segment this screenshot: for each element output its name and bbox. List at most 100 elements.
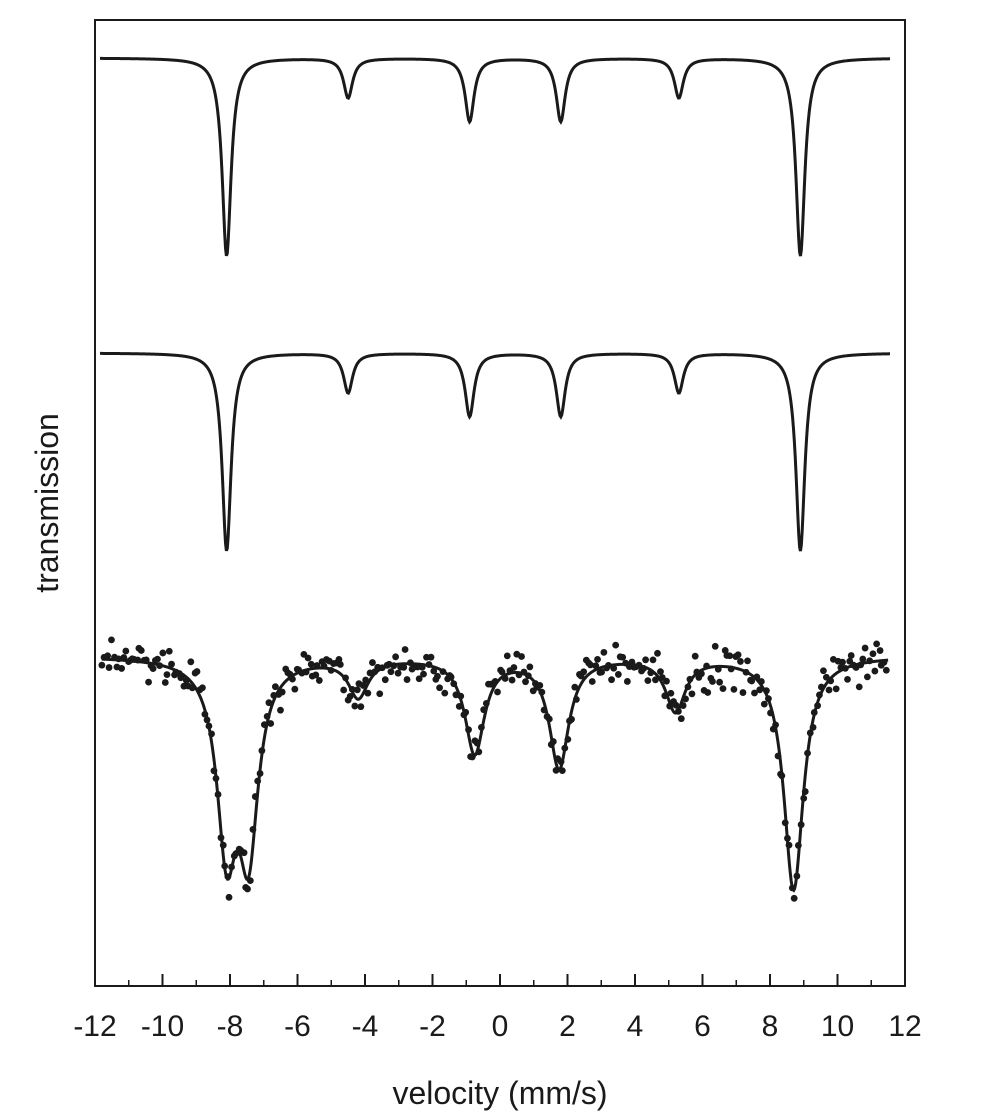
data-point — [108, 636, 115, 644]
measured-points — [98, 636, 890, 902]
data-point — [677, 715, 685, 723]
data-point — [587, 661, 594, 669]
data-point — [734, 651, 742, 659]
data-point — [369, 659, 376, 666]
data-point — [709, 678, 716, 685]
data-point — [307, 660, 315, 668]
data-point — [346, 693, 354, 700]
data-point — [667, 689, 675, 697]
data-point — [187, 658, 195, 666]
series-3 — [98, 636, 890, 902]
x-tick-label: 8 — [762, 1010, 779, 1043]
data-point — [876, 647, 884, 654]
data-point — [518, 653, 525, 660]
y-axis-label: transmission — [29, 413, 65, 593]
data-point — [748, 677, 756, 685]
x-tick-label: 0 — [492, 1010, 509, 1043]
data-point — [642, 656, 649, 664]
data-point — [441, 689, 449, 697]
data-point — [688, 690, 696, 698]
data-point — [400, 663, 408, 671]
data-point — [859, 655, 867, 663]
x-axis-tick-labels: -12 -10 -8 -6 -4 -2 0 2 4 6 8 10 12 — [73, 1010, 921, 1043]
data-point — [351, 702, 359, 710]
data-point — [711, 642, 719, 650]
data-point — [265, 699, 273, 707]
data-point — [225, 893, 233, 901]
fit-curve — [101, 657, 889, 893]
x-tick-label: -4 — [352, 1010, 379, 1043]
data-point — [571, 683, 579, 691]
x-tick-label: -2 — [419, 1010, 446, 1043]
data-point — [790, 894, 798, 902]
data-point — [315, 677, 323, 684]
data-point — [657, 668, 664, 676]
data-point — [855, 683, 863, 691]
data-point — [381, 676, 389, 684]
data-point — [357, 703, 365, 711]
data-point — [820, 667, 827, 675]
data-point — [832, 685, 840, 693]
data-point — [401, 646, 409, 653]
x-tick-label: 10 — [821, 1010, 854, 1043]
data-point — [510, 664, 518, 671]
data-point — [751, 689, 758, 697]
data-point — [145, 678, 152, 686]
x-tick-label: 4 — [627, 1010, 644, 1043]
data-point — [163, 671, 171, 678]
data-point — [161, 679, 169, 686]
series-group — [98, 56, 891, 902]
data-point — [403, 676, 411, 683]
data-point — [871, 667, 879, 675]
data-point — [737, 658, 744, 665]
series-1 — [100, 56, 891, 257]
data-point — [193, 668, 201, 675]
data-point — [522, 678, 529, 686]
x-tick-label: 2 — [559, 1010, 576, 1043]
data-point — [526, 663, 534, 671]
data-point — [312, 671, 320, 679]
data-point — [503, 652, 511, 660]
data-point — [863, 673, 871, 681]
data-point — [730, 685, 738, 693]
data-point — [739, 689, 747, 696]
data-point — [644, 677, 652, 685]
data-point — [704, 689, 712, 696]
data-point — [614, 671, 622, 678]
data-point — [580, 668, 588, 676]
data-point — [726, 652, 734, 660]
data-point — [340, 686, 348, 694]
data-point — [154, 655, 161, 663]
data-point — [240, 849, 248, 857]
data-point — [420, 670, 427, 678]
x-tick-label: -8 — [217, 1010, 244, 1043]
data-point — [277, 706, 284, 714]
plot-frame — [94, 19, 906, 987]
data-point — [839, 658, 846, 666]
data-point — [105, 664, 113, 671]
data-point — [291, 685, 299, 693]
data-point — [844, 675, 851, 683]
x-axis-label: velocity (mm/s) — [392, 1075, 607, 1111]
data-point — [594, 655, 601, 663]
data-point — [434, 672, 441, 680]
series-2 — [100, 351, 891, 552]
data-point — [663, 677, 670, 685]
data-point — [168, 660, 175, 668]
data-point — [654, 649, 661, 657]
data-point — [165, 647, 173, 655]
data-point — [672, 701, 680, 709]
data-point — [118, 665, 126, 672]
data-point — [825, 686, 833, 694]
data-point — [494, 688, 501, 696]
data-point — [716, 678, 724, 686]
data-point — [498, 668, 506, 676]
data-point — [199, 684, 206, 692]
data-point — [847, 652, 855, 659]
data-point — [612, 641, 620, 649]
data-point — [364, 689, 372, 697]
data-point — [430, 667, 438, 675]
data-point — [652, 676, 659, 684]
data-point — [861, 644, 869, 652]
